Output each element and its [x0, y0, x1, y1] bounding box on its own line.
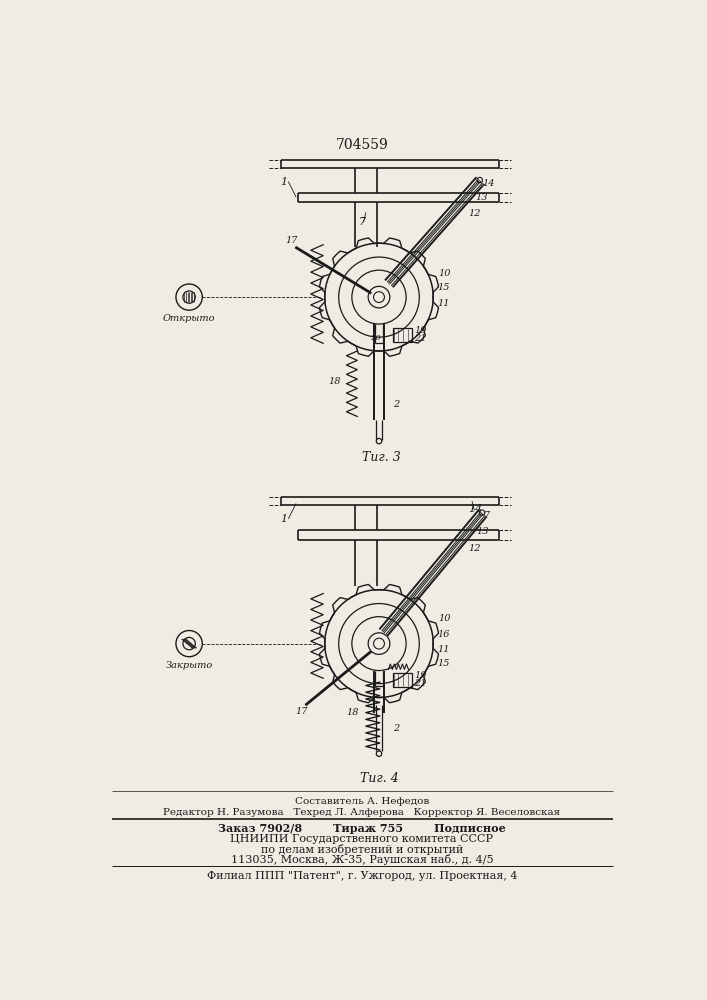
- Text: 1: 1: [281, 177, 288, 187]
- Bar: [393, 673, 411, 687]
- Text: 21: 21: [414, 679, 426, 688]
- Text: 19: 19: [414, 671, 426, 680]
- Text: 14: 14: [468, 504, 482, 514]
- Text: 2: 2: [393, 724, 399, 733]
- Text: 7: 7: [484, 511, 490, 520]
- Text: Редактор Н. Разумова   Техред Л. Алферова   Корректор Я. Веселовская: Редактор Н. Разумова Техред Л. Алферова …: [163, 808, 561, 817]
- Text: ЦНИИПИ Государственного комитета СССР: ЦНИИПИ Государственного комитета СССР: [230, 834, 493, 844]
- Text: 19: 19: [414, 326, 426, 335]
- Text: Заказ 7902/8        Тираж 755        Подписное: Заказ 7902/8 Тираж 755 Подписное: [218, 823, 506, 834]
- Text: 17: 17: [285, 236, 298, 245]
- Text: Закрыто: Закрыто: [165, 661, 213, 670]
- Text: 15: 15: [437, 283, 450, 292]
- Text: 16: 16: [437, 630, 450, 639]
- Text: 10: 10: [438, 269, 451, 278]
- Text: 20: 20: [370, 334, 380, 342]
- Text: Филиал ППП "Патент", г. Ужгород, ул. Проектная, 4: Филиал ППП "Патент", г. Ужгород, ул. Про…: [206, 871, 518, 881]
- Text: Открыто: Открыто: [163, 314, 216, 323]
- Text: 10: 10: [438, 614, 451, 623]
- Text: 12: 12: [468, 209, 481, 218]
- Text: 17: 17: [296, 707, 308, 716]
- Text: 704559: 704559: [336, 138, 388, 152]
- Text: 12: 12: [468, 544, 481, 553]
- Text: Τиг. 3: Τиг. 3: [362, 451, 401, 464]
- Text: 2: 2: [393, 400, 399, 409]
- Text: 21: 21: [414, 334, 426, 343]
- Text: 18: 18: [329, 377, 341, 386]
- Text: 14: 14: [482, 179, 495, 188]
- Text: по делам изобретений и открытий: по делам изобретений и открытий: [261, 844, 463, 855]
- Text: 1: 1: [281, 514, 288, 524]
- Text: Τиг. 4: Τиг. 4: [360, 772, 398, 785]
- Text: 11: 11: [437, 645, 450, 654]
- Text: 11: 11: [437, 299, 450, 308]
- Text: 13: 13: [476, 527, 489, 536]
- Text: Составитель А. Нефедов: Составитель А. Нефедов: [295, 797, 429, 806]
- Text: 15: 15: [437, 659, 450, 668]
- Text: 13: 13: [475, 192, 488, 202]
- Bar: [393, 328, 411, 342]
- Text: 7: 7: [359, 217, 366, 227]
- Text: 18: 18: [346, 708, 359, 717]
- Text: 113035, Москва, Ж-35, Раушская наб., д. 4/5: 113035, Москва, Ж-35, Раушская наб., д. …: [230, 854, 493, 865]
